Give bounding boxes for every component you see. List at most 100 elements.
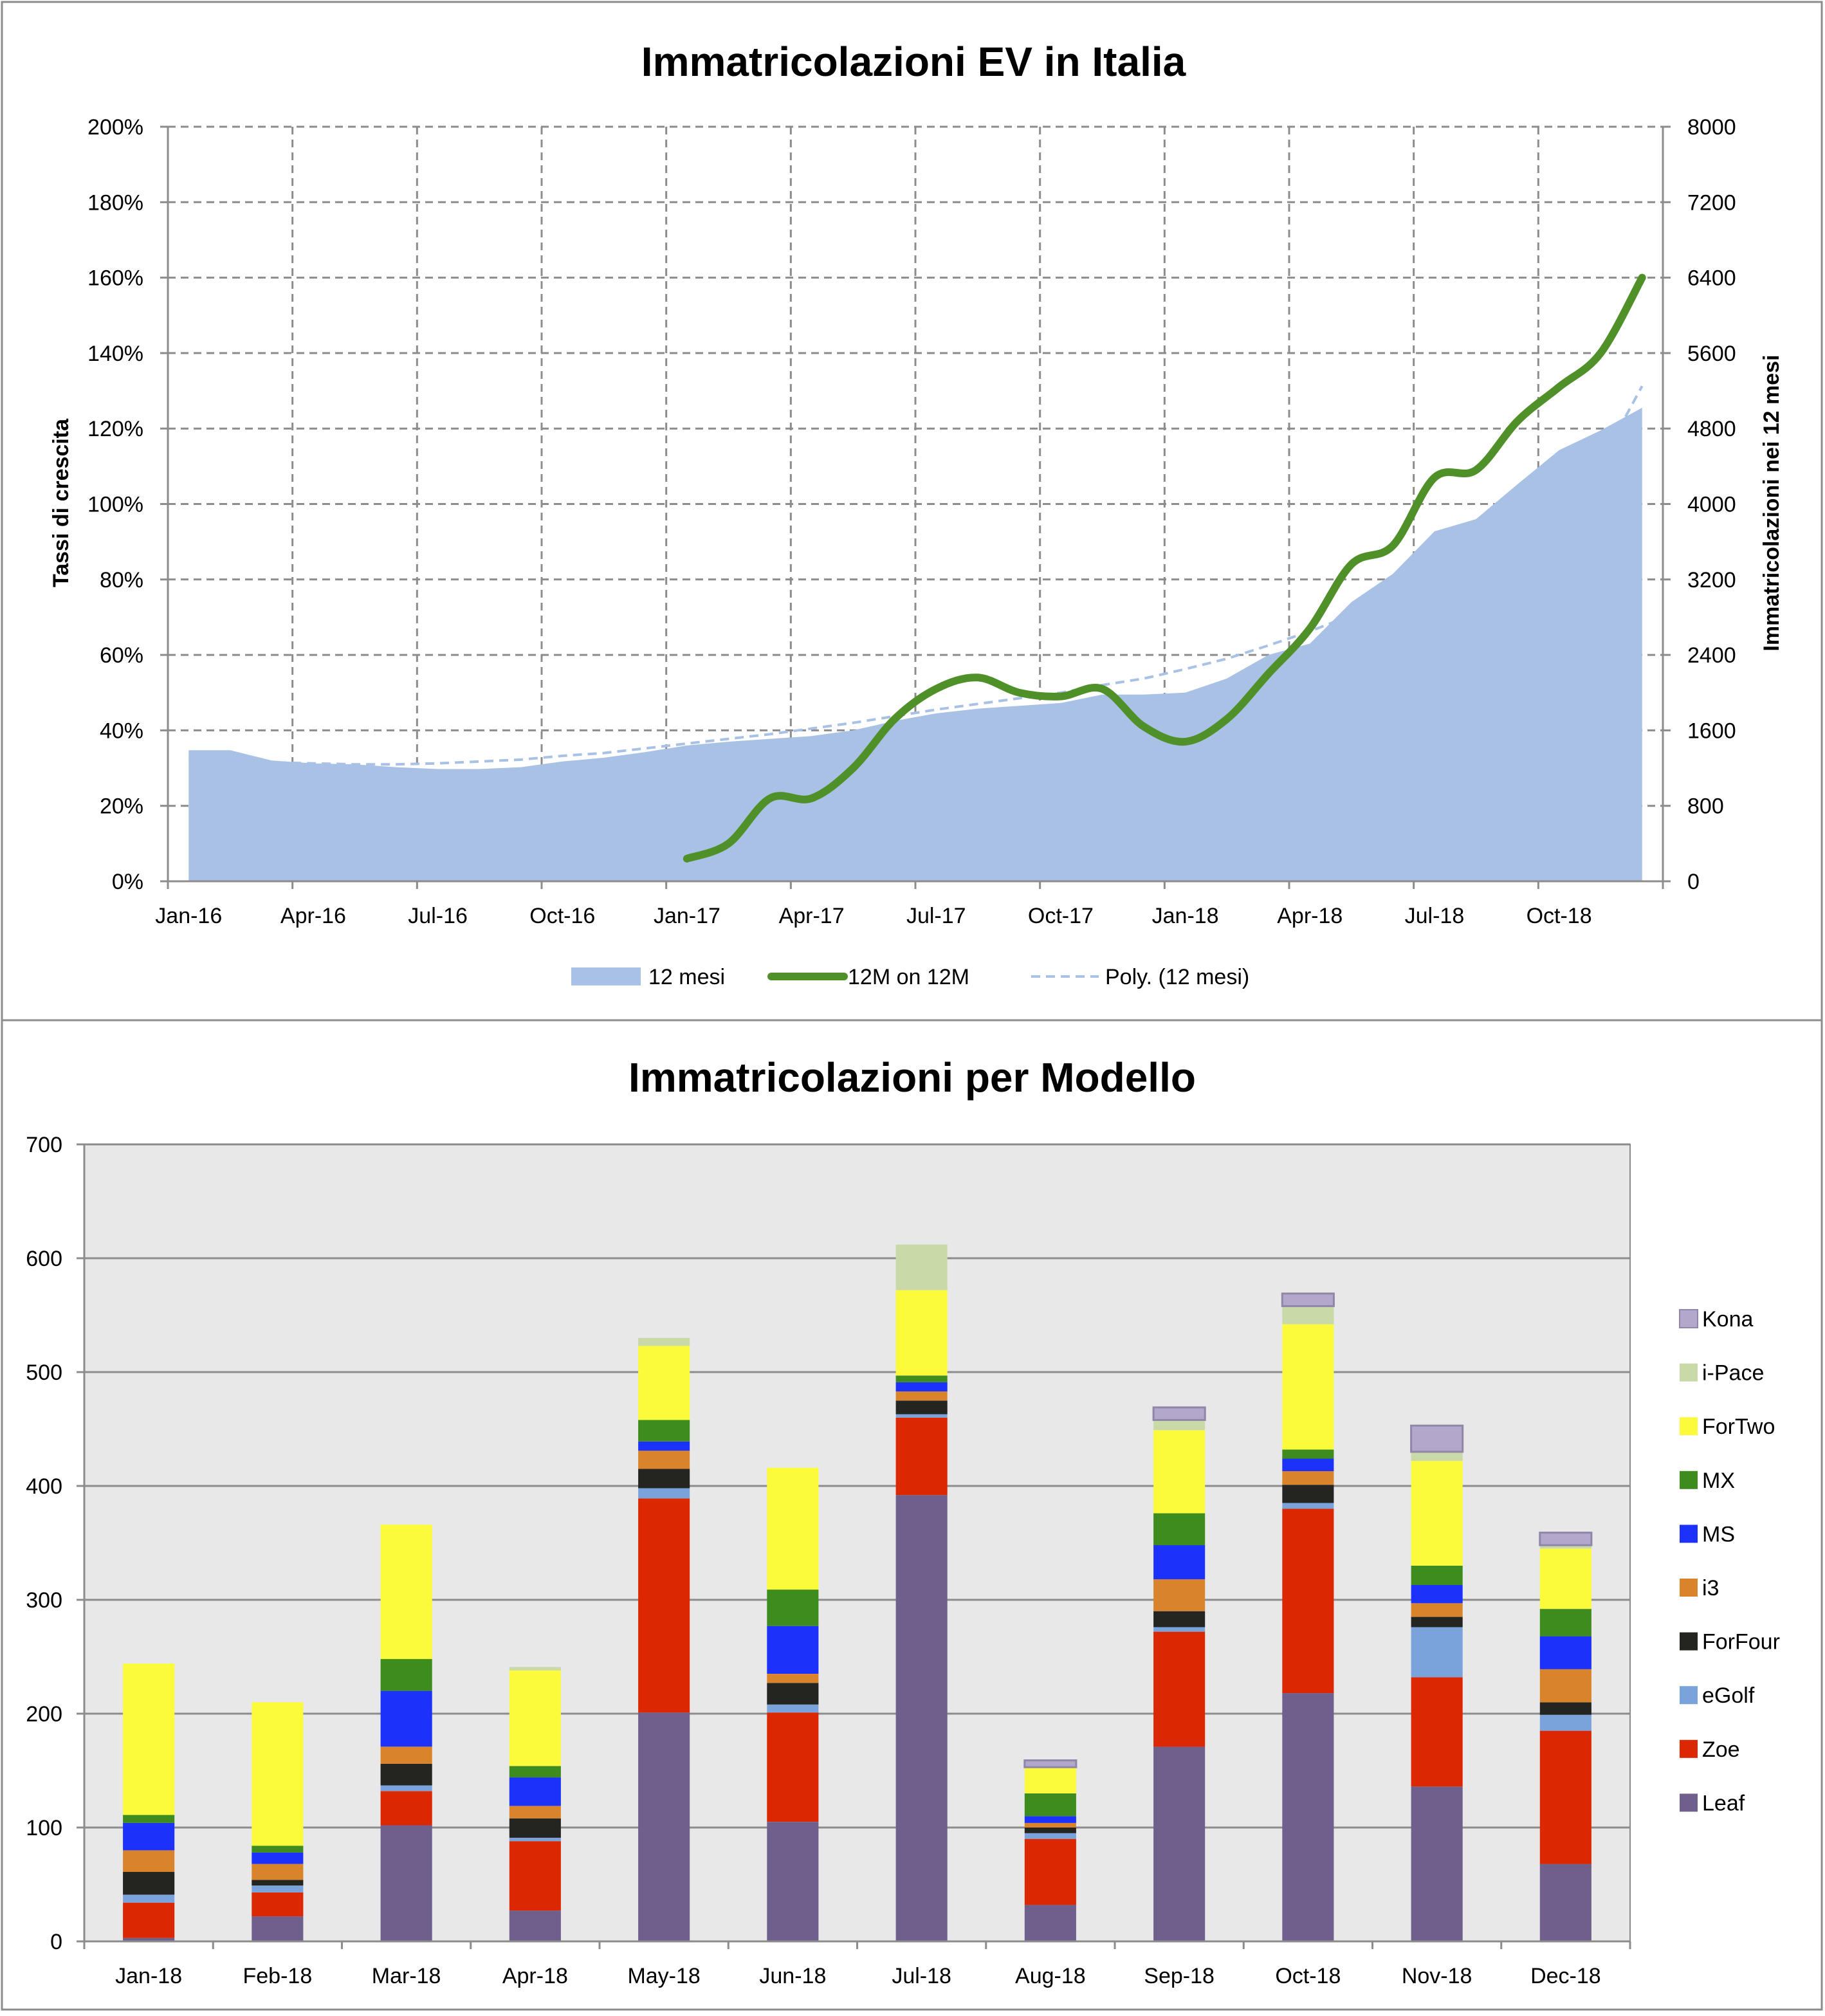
x-tick-label: Oct-16 (529, 904, 595, 928)
top-chart-left-ticks: 0% 20% 40% 60% 80% 100% 120% 140% 160% 180% 200% (87, 115, 143, 894)
bar-mar-18-forfour (380, 1763, 432, 1786)
y-tick-label: 0 (50, 1930, 62, 1954)
bar-aug-18-mx (1024, 1793, 1076, 1817)
legend-label-zoe: Zoe (1702, 1737, 1740, 1762)
poly-trend-line (188, 385, 1644, 766)
legend-swatch-kona (1679, 1309, 1698, 1328)
legend-swatch-egolf (1680, 1686, 1698, 1705)
x-tick-label: Jan-18 (1152, 904, 1219, 928)
left-tick-label: 180% (87, 190, 143, 215)
right-tick-label: 800 (1687, 794, 1724, 819)
bar-nov-18-i3 (1411, 1603, 1463, 1617)
bar-jan-18-zoe (123, 1902, 175, 1938)
x-tick-label: Jan-17 (654, 904, 720, 928)
bar-jan-18-fortwo (123, 1663, 175, 1815)
x-tick-label: Apr-18 (1277, 904, 1343, 928)
bar-jul-18-i-pace (895, 1244, 948, 1290)
bottom-chart-grid (84, 1143, 1630, 1829)
top-chart-legend: 12 mesi 12M on 12M Poly. (12 mesi) (571, 965, 1249, 989)
line-12m-on-12m (683, 273, 1646, 863)
bar-apr-18-i3 (509, 1806, 561, 1819)
bar-dec-18-fortwo (1539, 1548, 1591, 1609)
x-tick-label: Mar-18 (372, 1964, 441, 1988)
bar-apr-18-fortwo (509, 1670, 561, 1766)
bar-sep-18-i-pace (1153, 1420, 1206, 1431)
bar-nov-18-i-pace (1411, 1451, 1463, 1462)
right-tick-label: 1600 (1687, 719, 1736, 743)
legend-swatch-mx (1680, 1471, 1698, 1489)
bar-feb-18-mx (252, 1846, 304, 1853)
right-tick-label: 8000 (1687, 115, 1736, 140)
legend-swatch-i3 (1680, 1579, 1698, 1597)
x-tick-label: Feb-18 (243, 1964, 313, 1988)
bar-may-18-fortwo (638, 1346, 690, 1420)
bar-aug-18-i3 (1024, 1822, 1076, 1828)
bar-apr-18-i-pace (509, 1667, 561, 1671)
bar-feb-18-zoe (252, 1892, 304, 1917)
top-chart-line-series (683, 273, 1646, 863)
bar-mar-18-zoe (380, 1791, 432, 1826)
x-tick-label: Dec-18 (1530, 1964, 1601, 1988)
bar-nov-18-kona (1410, 1424, 1464, 1453)
bar-feb-18-i3 (252, 1864, 304, 1880)
left-tick-label: 140% (87, 342, 143, 366)
x-tick-label: Apr-17 (779, 904, 845, 928)
x-tick-label: Jul-17 (906, 904, 966, 928)
bar-aug-18-ms (1024, 1816, 1076, 1823)
right-tick-label: 7200 (1687, 190, 1736, 215)
bar-dec-18-egolf (1539, 1714, 1591, 1731)
bottom-chart-legend: Kona i-Pace ForTwo MX MS i3 ForFour eGolf Zoe Lea… (1679, 1307, 1780, 1815)
bar-jan-18-i3 (123, 1850, 175, 1872)
bar-sep-18-egolf (1153, 1627, 1206, 1632)
bar-feb-18-egolf (252, 1885, 304, 1892)
bar-jun-18-forfour (767, 1683, 819, 1705)
bar-jun-18-ms (767, 1626, 819, 1674)
x-tick-label: Oct-18 (1275, 1964, 1341, 1988)
bar-aug-18-kona (1023, 1759, 1078, 1768)
legend-label-poly: Poly. (12 mesi) (1105, 965, 1249, 989)
x-tick-label: Apr-18 (502, 1964, 568, 1988)
bar-dec-18-kona (1539, 1532, 1593, 1546)
right-tick-label: 2400 (1687, 643, 1736, 668)
legend-swatch-12-mesi (571, 967, 641, 985)
bar-feb-18-leaf (252, 1916, 304, 1941)
x-tick-label: Jul-18 (1405, 904, 1465, 928)
top-chart-poly-series (188, 385, 1644, 766)
x-tick-label: Jan-16 (155, 904, 222, 928)
bar-may-18-i3 (638, 1451, 690, 1469)
bar-oct-18-leaf (1282, 1693, 1334, 1941)
bar-oct-18-egolf (1282, 1503, 1334, 1509)
bar-mar-18-egolf (380, 1785, 432, 1791)
legend-swatch-i-pace (1680, 1363, 1698, 1382)
bottom-chart-plot-area (84, 1144, 1631, 1942)
x-tick-label: Jul-18 (892, 1964, 951, 1988)
right-tick-label: 6400 (1687, 266, 1736, 291)
bar-may-18-zoe (638, 1498, 690, 1713)
bar-nov-18-fortwo (1411, 1461, 1463, 1566)
bar-oct-18-kona (1281, 1292, 1335, 1307)
bar-dec-18-i-pace (1539, 1545, 1591, 1549)
x-tick-label: Apr-16 (280, 904, 346, 928)
bar-jul-18-ms (895, 1382, 948, 1392)
bar-mar-18-mx (380, 1659, 432, 1691)
bar-sep-18-mx (1153, 1513, 1206, 1546)
legend-swatch-ms (1680, 1525, 1698, 1543)
bar-jun-18-i3 (767, 1674, 819, 1683)
top-chart-axes (160, 125, 1671, 889)
bar-may-18-i-pace (638, 1337, 690, 1346)
right-tick-label: 4000 (1687, 493, 1736, 517)
bar-dec-18-zoe (1539, 1730, 1591, 1864)
bar-nov-18-zoe (1411, 1677, 1463, 1787)
right-tick-label: 0 (1687, 870, 1700, 894)
bar-nov-18-leaf (1411, 1786, 1463, 1941)
bar-sep-18-ms (1153, 1545, 1206, 1580)
left-tick-label: 100% (87, 493, 143, 517)
bar-jun-18-fortwo (767, 1467, 819, 1590)
legend-label-leaf: Leaf (1702, 1791, 1745, 1815)
bar-oct-18-forfour (1282, 1485, 1334, 1503)
x-tick-label: Jun-18 (759, 1964, 826, 1988)
bar-jun-18-egolf (767, 1704, 819, 1713)
bar-sep-18-zoe (1153, 1631, 1206, 1747)
bar-oct-18-zoe (1282, 1508, 1334, 1694)
bottom-chart-bars (123, 1244, 1593, 1941)
